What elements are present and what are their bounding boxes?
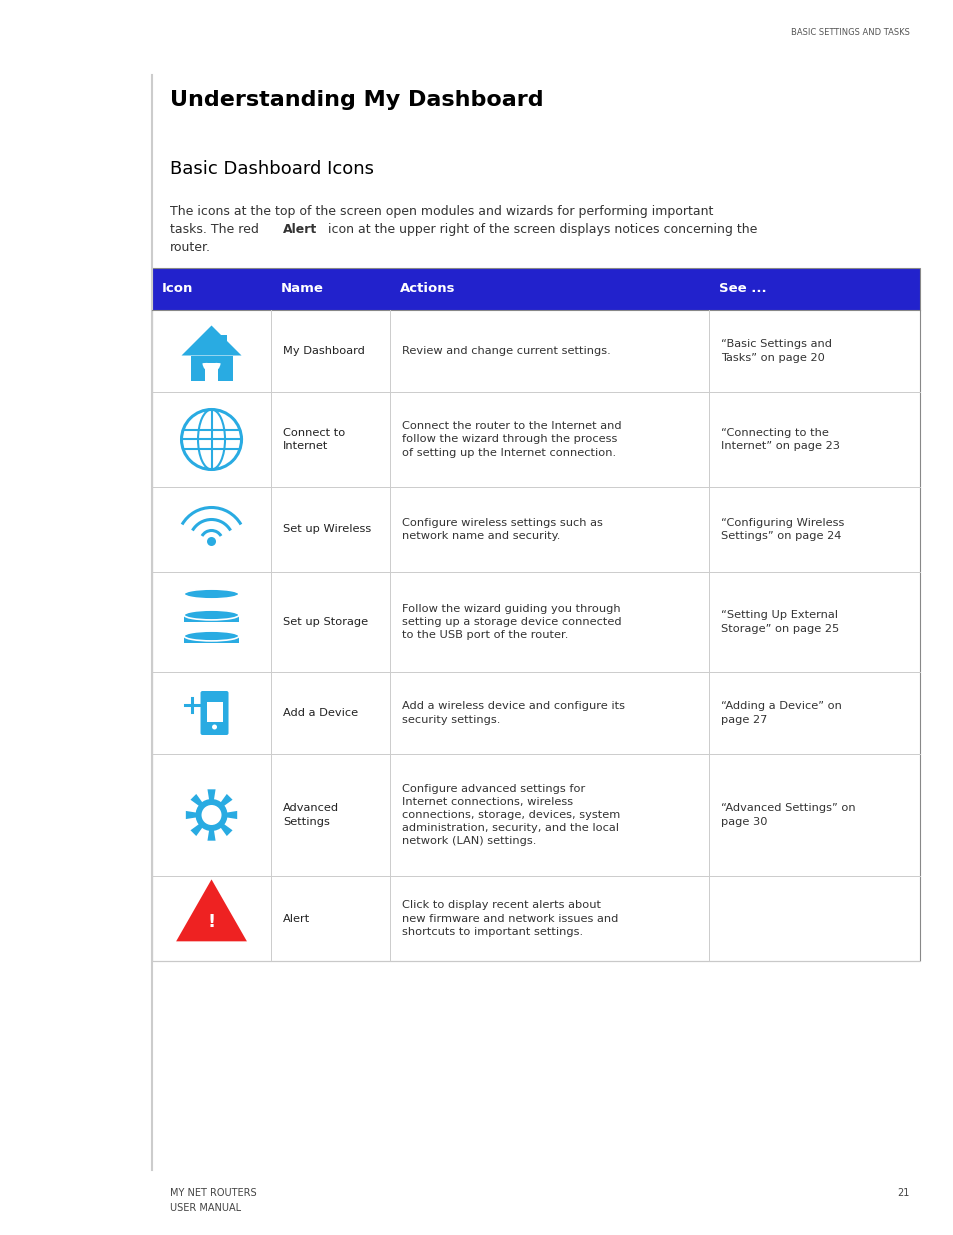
Bar: [184, 615, 239, 622]
Text: tasks. The red: tasks. The red: [170, 224, 263, 236]
Text: Understanding My Dashboard: Understanding My Dashboard: [170, 90, 543, 110]
Text: Actions: Actions: [399, 283, 456, 295]
Circle shape: [201, 805, 221, 825]
Text: See ...: See ...: [718, 283, 765, 295]
Circle shape: [195, 799, 227, 831]
Text: Click to display recent alerts about
new firmware and network issues and
shortcu: Click to display recent alerts about new…: [401, 900, 618, 936]
Text: The icons at the top of the screen open modules and wizards for performing impor: The icons at the top of the screen open …: [170, 205, 713, 219]
Text: Alert: Alert: [283, 914, 310, 924]
Bar: [152, 755, 919, 876]
Circle shape: [207, 537, 215, 546]
Text: Alert: Alert: [283, 224, 317, 236]
Text: MY NET ROUTERS: MY NET ROUTERS: [170, 1188, 256, 1198]
Text: Set up Storage: Set up Storage: [283, 618, 368, 627]
Bar: [152, 268, 919, 961]
Bar: [205, 363, 218, 382]
Text: “Advanced Settings” on
page 30: “Advanced Settings” on page 30: [720, 804, 855, 826]
Ellipse shape: [184, 589, 239, 599]
Bar: [152, 310, 919, 391]
Text: “Setting Up External
Storage” on page 25: “Setting Up External Storage” on page 25: [720, 610, 839, 634]
Ellipse shape: [184, 631, 239, 641]
Polygon shape: [181, 326, 241, 356]
Text: BASIC SETTINGS AND TASKS: BASIC SETTINGS AND TASKS: [790, 28, 909, 37]
Text: 21: 21: [897, 1188, 909, 1198]
FancyBboxPatch shape: [200, 692, 229, 735]
Text: “Connecting to the
Internet” on page 23: “Connecting to the Internet” on page 23: [720, 427, 839, 451]
Bar: [184, 636, 239, 643]
Bar: [219, 335, 226, 348]
Circle shape: [212, 725, 216, 730]
Text: “Basic Settings and
Tasks” on page 20: “Basic Settings and Tasks” on page 20: [720, 340, 831, 363]
Text: My Dashboard: My Dashboard: [283, 346, 365, 356]
Text: Name: Name: [281, 283, 324, 295]
Text: Add a wireless device and configure its
security settings.: Add a wireless device and configure its …: [401, 701, 624, 725]
Text: Connect to
Internet: Connect to Internet: [283, 427, 345, 451]
Text: “Configuring Wireless
Settings” on page 24: “Configuring Wireless Settings” on page …: [720, 517, 843, 541]
Text: icon at the upper right of the screen displays notices concerning the: icon at the upper right of the screen di…: [324, 224, 757, 236]
Text: Review and change current settings.: Review and change current settings.: [401, 346, 610, 356]
Text: !: !: [207, 913, 215, 931]
Text: Configure advanced settings for
Internet connections, wireless
connections, stor: Configure advanced settings for Internet…: [401, 783, 619, 846]
Bar: [152, 572, 919, 672]
Bar: [152, 487, 919, 572]
Text: Advanced
Settings: Advanced Settings: [283, 804, 339, 826]
Text: Follow the wizard guiding you through
setting up a storage device connected
to t: Follow the wizard guiding you through se…: [401, 604, 621, 640]
Bar: [191, 356, 233, 382]
Bar: [152, 672, 919, 755]
Bar: [152, 876, 919, 961]
Bar: [152, 391, 919, 487]
Text: Configure wireless settings such as
network name and security.: Configure wireless settings such as netw…: [401, 517, 602, 541]
Bar: [206, 701, 222, 722]
Text: USER MANUAL: USER MANUAL: [170, 1203, 241, 1213]
Text: router.: router.: [170, 241, 211, 254]
Text: Set up Wireless: Set up Wireless: [283, 525, 371, 535]
Text: Add a Device: Add a Device: [283, 708, 357, 718]
Polygon shape: [186, 789, 237, 841]
Text: Icon: Icon: [162, 283, 193, 295]
Ellipse shape: [184, 610, 239, 620]
Bar: [152, 268, 919, 310]
Text: “Adding a Device” on
page 27: “Adding a Device” on page 27: [720, 701, 841, 725]
Text: Connect the router to the Internet and
follow the wizard through the process
of : Connect the router to the Internet and f…: [401, 421, 621, 458]
Text: Basic Dashboard Icons: Basic Dashboard Icons: [170, 161, 374, 178]
Polygon shape: [178, 882, 244, 940]
